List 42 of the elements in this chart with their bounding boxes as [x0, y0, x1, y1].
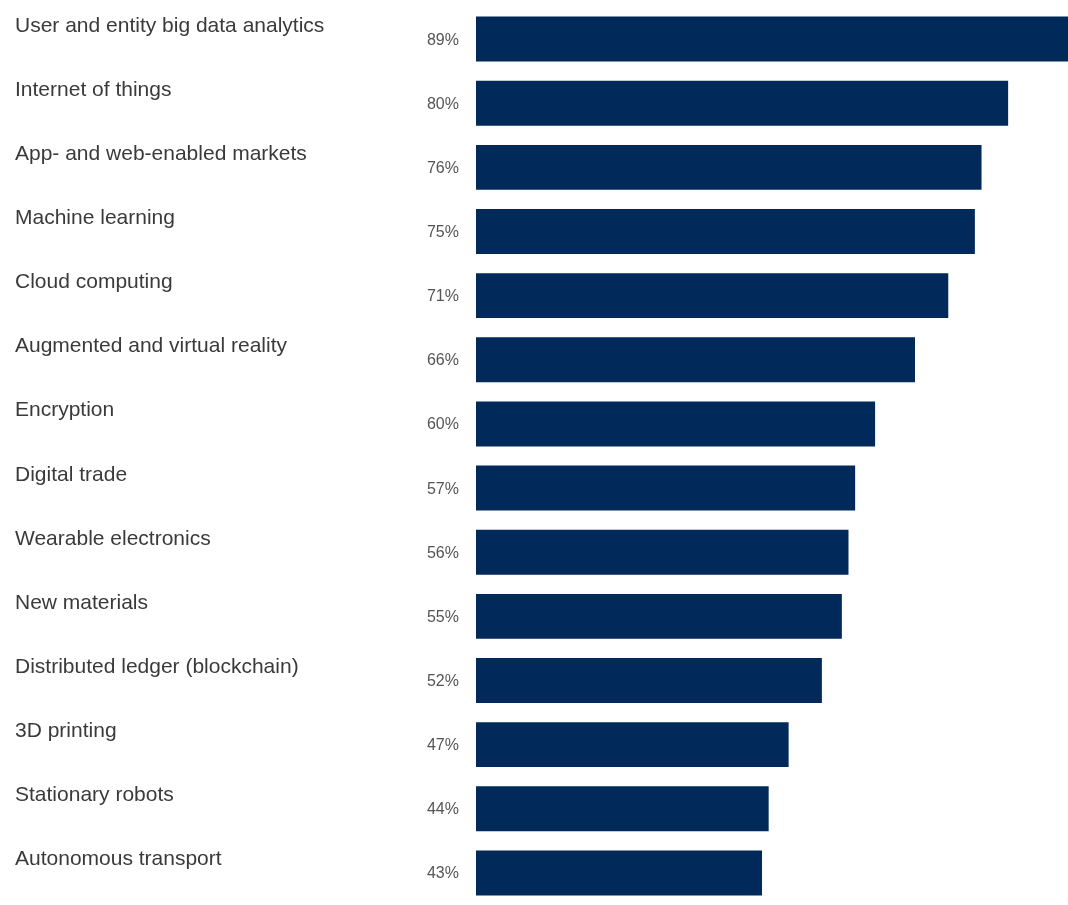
data-label: 43%: [426, 864, 459, 882]
bar: [476, 144, 982, 190]
bar: [476, 850, 763, 896]
bar: [476, 80, 1009, 126]
y-tick-label: Augmented and virtual reality: [15, 333, 288, 357]
bar: [476, 658, 822, 703]
bar: [476, 16, 1068, 62]
y-tick-label: Autonomous transport: [15, 846, 222, 870]
y-tick-label: User and entity big data analytics: [15, 12, 325, 36]
y-tick-label: Digital trade: [15, 461, 128, 485]
data-label: 55%: [426, 607, 459, 625]
data-label: 71%: [426, 287, 459, 305]
y-tick-label: Stationary robots: [15, 782, 174, 806]
data-label: 57%: [426, 479, 459, 497]
data-label: 76%: [426, 158, 459, 176]
data-label: 56%: [426, 543, 459, 561]
y-tick-label: Wearable electronics: [15, 525, 211, 549]
bar: [476, 337, 916, 383]
y-tick-label: Distributed ledger (blockchain): [15, 654, 299, 677]
bar: [476, 722, 789, 768]
data-label: 75%: [426, 223, 459, 240]
bar: [476, 401, 876, 447]
bar: [476, 465, 856, 511]
bar: [476, 529, 849, 575]
data-label: 44%: [426, 800, 459, 818]
y-tick-label: Machine learning: [15, 205, 175, 228]
bar: [476, 273, 949, 319]
y-tick-label: Cloud computing: [15, 269, 173, 293]
y-tick-label: App- and web-enabled markets: [15, 140, 307, 164]
data-label: 60%: [426, 415, 459, 433]
data-label: 80%: [426, 94, 459, 112]
bar: [476, 209, 975, 254]
y-tick-label: New materials: [15, 589, 149, 613]
y-tick-label: 3D printing: [15, 718, 117, 742]
data-label: 66%: [426, 351, 459, 369]
y-tick-label: Encryption: [15, 397, 115, 421]
data-label: 89%: [426, 30, 459, 48]
y-tick-label: Internet of things: [15, 76, 172, 100]
data-label: 47%: [426, 736, 459, 754]
bar: [476, 593, 842, 639]
bar: [476, 786, 769, 832]
data-label: 52%: [426, 672, 459, 689]
